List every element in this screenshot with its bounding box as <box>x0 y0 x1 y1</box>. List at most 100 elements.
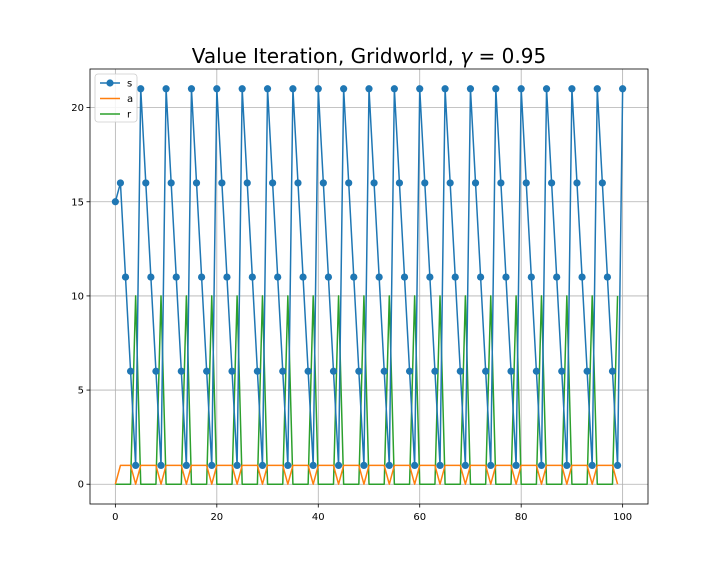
data-point-s <box>319 179 327 187</box>
plot-series <box>111 85 627 485</box>
x-tick-label: 60 <box>413 512 426 523</box>
data-point-s <box>152 367 160 375</box>
data-point-s <box>426 273 434 281</box>
data-point-s <box>598 179 606 187</box>
data-point-s <box>471 179 480 187</box>
data-point-s <box>502 273 510 281</box>
data-point-s <box>446 179 454 187</box>
data-point-s <box>385 461 393 469</box>
data-point-s <box>588 461 596 469</box>
data-point-s <box>218 179 226 187</box>
data-point-s <box>111 198 119 206</box>
data-point-s <box>198 273 206 281</box>
data-point-s <box>203 367 211 375</box>
data-point-s <box>573 179 581 187</box>
data-point-s <box>431 367 439 375</box>
data-point-s <box>466 85 475 93</box>
data-point-s <box>405 367 414 375</box>
data-point-s <box>223 273 231 281</box>
data-point-s <box>228 367 236 375</box>
data-point-s <box>613 461 622 469</box>
data-point-s <box>482 367 490 375</box>
y-tick-label: 0 <box>78 480 84 491</box>
data-point-s <box>167 179 175 187</box>
data-point-s <box>355 367 363 375</box>
data-point-s <box>517 85 525 93</box>
data-point-s <box>456 367 464 375</box>
data-point-s <box>137 85 145 93</box>
data-point-s <box>542 85 551 93</box>
axis-ticks: 0 20 40 60 80 100 0 5 10 15 20 <box>71 103 632 523</box>
data-point-s <box>172 273 180 281</box>
data-point-s <box>593 85 601 93</box>
y-tick-label: 10 <box>71 291 84 302</box>
data-point-s <box>284 461 292 469</box>
y-tick-label: 20 <box>71 103 84 114</box>
data-point-s <box>512 461 520 469</box>
series-a <box>114 464 619 485</box>
data-point-s <box>208 461 216 469</box>
data-point-s <box>269 179 277 187</box>
series-line-a <box>114 464 619 485</box>
series-s <box>111 85 627 469</box>
data-point-s <box>263 85 272 93</box>
data-point-s <box>532 367 541 375</box>
data-point-s <box>116 179 125 187</box>
data-point-s <box>350 273 358 281</box>
x-tick-label: 20 <box>210 512 223 523</box>
x-tick-label: 40 <box>312 512 325 523</box>
legend-marker-s <box>106 79 114 87</box>
data-point-s <box>365 85 373 93</box>
y-tick-label: 15 <box>71 197 84 208</box>
y-tick-label: 5 <box>78 386 84 397</box>
data-point-s <box>289 85 297 93</box>
data-point-s <box>157 461 165 469</box>
data-point-s <box>334 461 343 469</box>
data-point-s <box>274 273 282 281</box>
data-point-s <box>487 461 495 469</box>
x-tick-label: 100 <box>613 512 632 523</box>
data-point-s <box>492 85 500 93</box>
data-point-s <box>314 85 322 93</box>
data-point-s <box>279 367 287 375</box>
data-point-s <box>563 461 571 469</box>
data-point-s <box>121 273 130 281</box>
data-point-s <box>619 85 627 93</box>
data-point-s <box>233 461 241 469</box>
data-point-s <box>461 461 469 469</box>
data-point-s <box>441 85 449 93</box>
data-point-s <box>477 273 485 281</box>
data-point-s <box>345 179 353 187</box>
data-point-s <box>578 273 586 281</box>
data-point-s <box>390 85 398 93</box>
data-point-s <box>258 461 267 469</box>
axes-frame <box>89 68 649 505</box>
data-point-s <box>299 273 307 281</box>
data-point-s <box>253 367 261 375</box>
data-point-s <box>162 85 170 93</box>
title-prefix: Value Iteration, Gridworld, <box>192 44 461 68</box>
data-point-s <box>340 85 348 93</box>
title-suffix: = 0.95 <box>472 44 546 68</box>
data-point-s <box>370 179 378 187</box>
legend-label-a: a <box>127 94 133 105</box>
data-point-s <box>411 461 419 469</box>
data-point-s <box>553 273 561 281</box>
data-point-s <box>324 273 333 281</box>
x-tick-label: 0 <box>112 512 118 523</box>
data-point-s <box>375 273 383 281</box>
data-point-s <box>507 367 515 375</box>
legend-label-s: s <box>127 79 132 90</box>
legend-label-r: r <box>127 110 132 121</box>
data-point-s <box>126 367 135 375</box>
data-point-s <box>416 85 424 93</box>
data-point-s <box>603 273 612 281</box>
data-point-s <box>537 461 546 469</box>
data-point-s <box>360 461 368 469</box>
data-point-s <box>527 273 535 281</box>
data-point-s <box>187 85 196 93</box>
legend: sar <box>94 73 138 123</box>
data-point-s <box>548 179 556 187</box>
